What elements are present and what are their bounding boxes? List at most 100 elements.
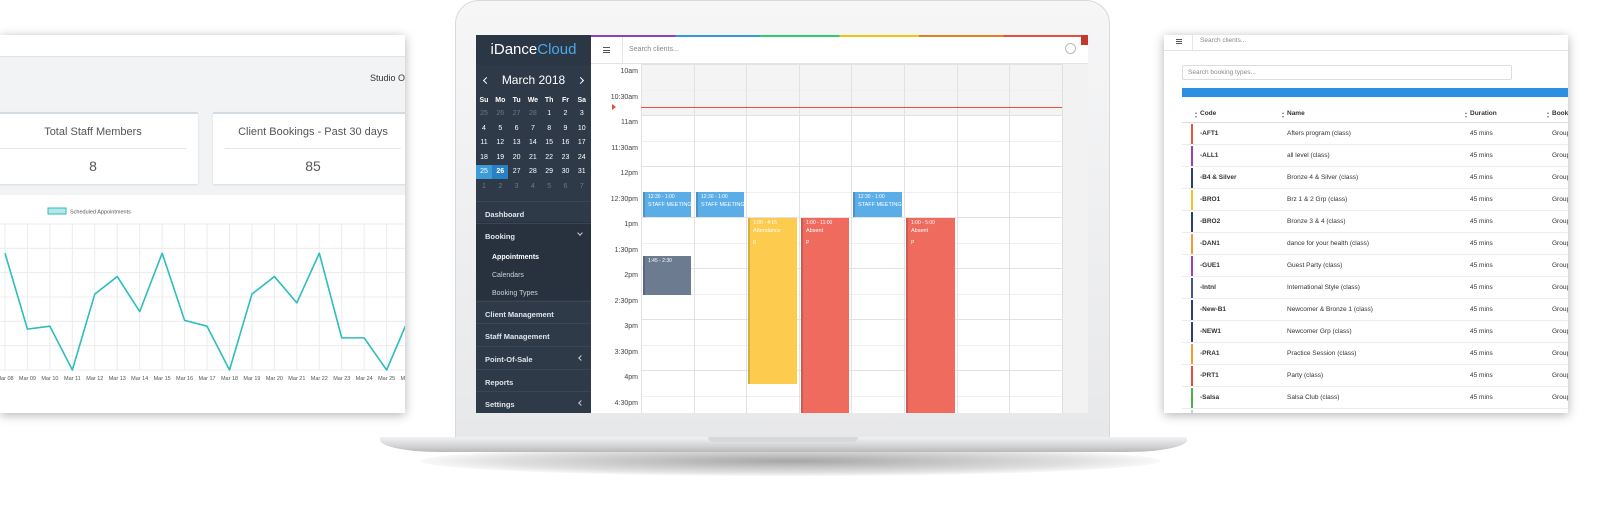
day[interactable]: 11 <box>480 139 488 146</box>
day[interactable]: 21 <box>528 153 537 161</box>
day[interactable]: 18 <box>480 153 488 161</box>
month-label: March 2018 <box>501 73 566 87</box>
day[interactable]: 25 <box>480 110 488 117</box>
day[interactable]: 27 <box>512 168 521 175</box>
day[interactable]: 6 <box>514 124 519 132</box>
day[interactable]: 8 <box>547 124 552 132</box>
submenu-item[interactable]: Calendars <box>492 272 524 279</box>
table-row[interactable] <box>1182 277 1568 299</box>
sidebar: iDanceCloud March 2018 Su Mo Tu We Th Fr Sa 25 26 2… <box>476 35 591 413</box>
table-row[interactable] <box>1182 409 1568 413</box>
day[interactable]: 26 <box>496 110 505 117</box>
day[interactable]: 19 <box>496 153 505 161</box>
menu-item[interactable]: Reports <box>485 378 514 387</box>
day[interactable]: 29 <box>545 168 554 175</box>
sort-icon <box>1282 115 1284 118</box>
table-cell: -New-B1 <box>1200 306 1227 313</box>
day[interactable]: 31 <box>577 168 586 175</box>
day[interactable]: 22 <box>545 153 554 161</box>
day[interactable]: 13 <box>512 139 521 146</box>
day[interactable]: 1 <box>547 110 552 117</box>
day[interactable]: 2 <box>498 182 503 190</box>
table-row[interactable] <box>1182 365 1568 387</box>
menu-item[interactable]: Settings <box>485 400 515 409</box>
menu-item[interactable]: Staff Management <box>485 332 550 341</box>
calendar-event[interactable]: 1:00 - 5:00 Absent P <box>906 218 955 413</box>
day[interactable]: 4 <box>530 182 535 190</box>
table-row[interactable] <box>1182 343 1568 365</box>
calendar-event[interactable]: 1:00 - 11:00 Absent P <box>801 218 849 413</box>
day[interactable]: 2 <box>563 110 568 117</box>
day[interactable]: 23 <box>561 153 570 161</box>
calendar-event[interactable]: 12:30 - 1:00 STAFF MEETING <box>696 192 744 217</box>
table-row[interactable] <box>1182 299 1568 321</box>
submenu-item[interactable]: Appointments <box>492 254 540 261</box>
table-cell: Brz 1 & 2 Grp (class) <box>1287 196 1348 203</box>
day[interactable]: 5 <box>498 124 503 132</box>
table-cell: Group <box>1552 394 1568 401</box>
search-input[interactable]: Search clients... <box>629 46 679 53</box>
day[interactable]: 12 <box>496 139 505 146</box>
day[interactable]: 6 <box>563 182 568 190</box>
day[interactable]: 9 <box>563 124 568 132</box>
table-cell: Bronze 3 & 4 (class) <box>1287 218 1346 225</box>
day[interactable]: 14 <box>528 139 537 146</box>
day[interactable]: 4 <box>482 124 486 132</box>
table-cell: Practice Session (class) <box>1287 350 1357 357</box>
search-box[interactable]: Search booking types... <box>1182 65 1512 80</box>
day[interactable]: 1 <box>482 182 486 190</box>
day[interactable]: 7 <box>530 124 535 132</box>
stat-label: Client Bookings - Past 30 days <box>238 126 388 138</box>
day-highlight <box>476 165 492 179</box>
menu-item[interactable]: Client Management <box>485 310 554 319</box>
calendar-event[interactable]: 12:30 - 1:00 STAFF MEETING <box>643 192 691 217</box>
table-cell: -Salsa <box>1200 394 1220 401</box>
table-row[interactable] <box>1182 167 1568 189</box>
day[interactable]: 28 <box>528 110 537 117</box>
table-row[interactable] <box>1182 255 1568 277</box>
day[interactable]: 5 <box>547 182 552 190</box>
x-tick-label: Mar 21 <box>288 376 305 382</box>
calendar-event[interactable]: 12:30 - 1:00 STAFF MEETING <box>853 192 902 217</box>
menu-item[interactable]: Dashboard <box>485 210 525 219</box>
column-header[interactable]: Code <box>1200 110 1217 117</box>
day[interactable]: 15 <box>545 139 554 146</box>
day[interactable]: 10 <box>577 124 586 132</box>
table-cell: all level (class) <box>1287 152 1330 159</box>
day[interactable]: 26 <box>496 168 505 175</box>
day[interactable]: 3 <box>514 182 519 190</box>
weekday: Sa <box>577 97 587 104</box>
column-header[interactable]: Duration <box>1470 110 1497 117</box>
table-row[interactable] <box>1182 321 1568 343</box>
day[interactable]: 7 <box>579 182 584 190</box>
calendar-event[interactable]: 1:00 - 4:15 Attendance 0 <box>748 218 797 384</box>
menu-toggle[interactable] <box>603 47 610 53</box>
day[interactable]: 28 <box>528 168 537 175</box>
time-label: 4pm <box>624 374 638 381</box>
day[interactable]: 3 <box>579 110 584 117</box>
table-row[interactable] <box>1182 189 1568 211</box>
day[interactable]: 17 <box>577 139 586 146</box>
search-input[interactable]: Search clients... <box>1200 37 1247 44</box>
day[interactable]: 27 <box>512 110 521 117</box>
submenu-item[interactable]: Booking Types <box>492 290 538 297</box>
table-row[interactable] <box>1182 233 1568 255</box>
top-bar: Search clients... <box>591 35 1088 64</box>
booking-section <box>476 222 591 300</box>
table-row[interactable] <box>1182 211 1568 233</box>
day[interactable]: 30 <box>561 168 570 175</box>
table-row[interactable] <box>1182 387 1568 409</box>
calendar-event[interactable]: 1:45 - 2:30 <box>643 256 691 295</box>
day[interactable]: 20 <box>512 153 521 161</box>
menu-item[interactable]: Point-Of-Sale <box>485 355 533 364</box>
day[interactable]: 25 <box>480 168 488 175</box>
table-row[interactable] <box>1182 123 1568 145</box>
stat-value: 8 <box>89 158 97 174</box>
menu-toggle[interactable] <box>1176 39 1182 44</box>
table-row[interactable] <box>1182 145 1568 167</box>
column-header[interactable]: Book <box>1552 110 1568 117</box>
column-header[interactable]: Name <box>1287 110 1305 117</box>
day[interactable]: 16 <box>561 139 570 146</box>
day[interactable]: 24 <box>577 153 586 161</box>
menu-item[interactable]: Booking <box>485 232 515 241</box>
